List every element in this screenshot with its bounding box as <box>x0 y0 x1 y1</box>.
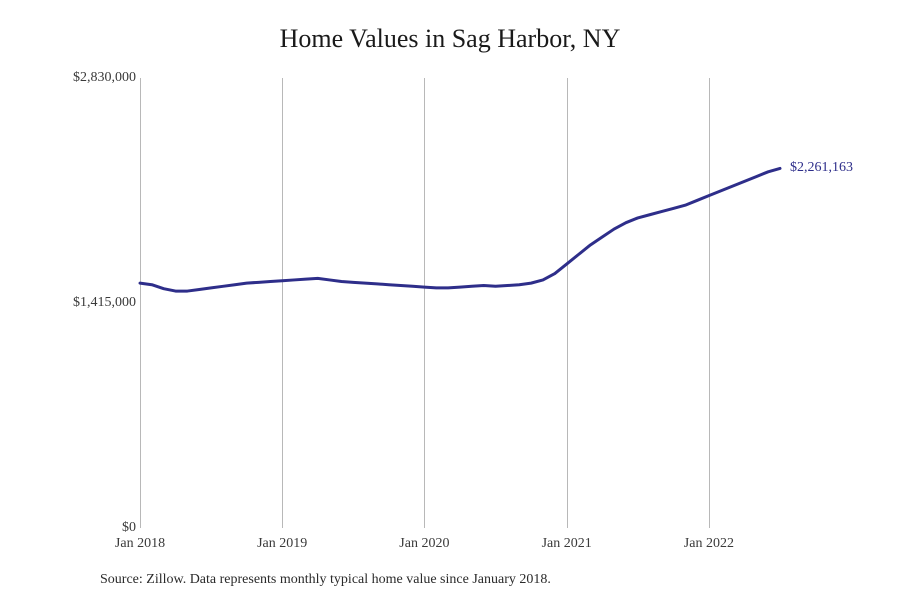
line-series <box>140 78 780 528</box>
plot-area <box>140 78 780 528</box>
x-tick: Jan 2019 <box>257 536 307 552</box>
y-tick-mid: $1,415,000 <box>73 295 136 311</box>
x-tick: Jan 2018 <box>115 536 165 552</box>
x-tick: Jan 2021 <box>542 536 592 552</box>
x-tick: Jan 2020 <box>399 536 449 552</box>
x-tick: Jan 2022 <box>684 536 734 552</box>
y-tick-max: $2,830,000 <box>73 70 136 86</box>
y-tick-zero: $0 <box>122 520 136 536</box>
source-note: Source: Zillow. Data represents monthly … <box>100 572 551 588</box>
series-end-label: $2,261,163 <box>790 160 853 176</box>
chart-title: Home Values in Sag Harbor, NY <box>0 0 900 54</box>
